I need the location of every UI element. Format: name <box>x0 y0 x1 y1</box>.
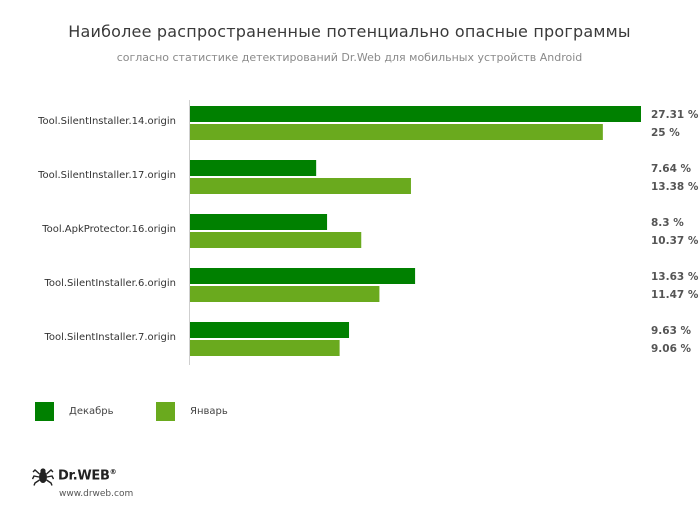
data-label: 27.31 % <box>651 109 699 121</box>
data-label: 10.37 % <box>651 235 699 247</box>
legend-label-december: Декабрь <box>69 405 114 417</box>
legend-item-january: Январь <box>156 401 228 421</box>
data-label: 8.3 % <box>651 217 684 229</box>
data-label: 9.06 % <box>651 343 692 355</box>
bar-january <box>190 286 380 302</box>
bar-january <box>190 340 340 356</box>
data-label: 11.47 % <box>651 289 699 301</box>
category-label: Tool.ApkProtector.16.origin <box>41 224 176 235</box>
legend-swatch-january <box>156 401 175 421</box>
bar-january <box>190 124 603 140</box>
spider-logo-icon <box>32 468 54 486</box>
category-label: Tool.SilentInstaller.17.origin <box>37 170 176 181</box>
legend-swatch-december <box>35 401 54 421</box>
category-label: Tool.SilentInstaller.14.origin <box>37 116 176 127</box>
bar-january <box>190 178 411 194</box>
category-label: Tool.SilentInstaller.7.origin <box>43 332 176 343</box>
data-label: 25 % <box>651 127 680 139</box>
bar-january <box>190 232 362 248</box>
bar-december <box>190 322 350 338</box>
data-label: 7.64 % <box>651 163 692 175</box>
bar-december <box>190 160 317 176</box>
data-label: 9.63 % <box>651 325 692 337</box>
legend-item-december: Декабрь <box>35 401 114 421</box>
logo-registered-mark: ® <box>109 468 117 477</box>
category-label: Tool.SilentInstaller.6.origin <box>43 278 176 289</box>
bar-december <box>190 268 416 284</box>
drweb-logo[interactable]: Dr.WEB® <box>32 466 117 486</box>
logo-text-main: Dr.WEB <box>58 468 110 484</box>
chart-title: Наиболее распространенные потенциально о… <box>68 22 631 41</box>
logo-text: Dr.WEB® <box>58 468 117 484</box>
bar-december <box>190 214 328 230</box>
bar-chart: Tool.SilentInstaller.14.origin 27.31 % 25 … <box>37 100 699 365</box>
legend-label-january: Январь <box>190 405 228 417</box>
chart-subtitle: согласно статистике детектирований Dr.We… <box>116 51 583 64</box>
bar-december <box>190 106 641 122</box>
website-link[interactable]: www.drweb.com <box>59 489 134 499</box>
data-label: 13.63 % <box>651 271 699 283</box>
data-label: 13.38 % <box>651 181 699 193</box>
